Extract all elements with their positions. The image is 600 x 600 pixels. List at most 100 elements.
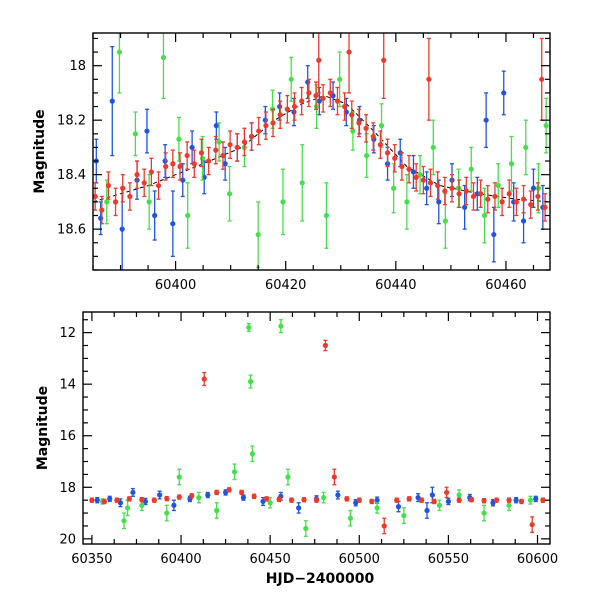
- bottom-green-point-11: [249, 445, 255, 463]
- bottom-y-tick-label: 14: [59, 378, 76, 393]
- bottom-x-tick-label: 60400: [160, 552, 201, 567]
- top-red-point-14: [191, 149, 197, 179]
- top-red-point-17: [213, 135, 219, 165]
- top-green-point-11: [255, 201, 261, 268]
- top-red-point-12: [177, 152, 183, 181]
- bottom-blue-point-8: [205, 491, 211, 499]
- top-red-point-44: [406, 154, 412, 184]
- bottom-red-point-20: [331, 468, 337, 486]
- top-blue-point-5: [144, 108, 150, 154]
- bottom-red-point-26: [406, 496, 412, 502]
- top-green-point-14: [288, 56, 294, 102]
- bottom-red-point-5: [151, 497, 157, 503]
- bottom-y-axis-label: Magnitude: [35, 386, 51, 470]
- bottom-green-point-14: [285, 468, 291, 486]
- top-blue-point-27: [410, 154, 417, 189]
- bottom-red-point-19: [322, 339, 329, 352]
- top-series-blue: [93, 45, 546, 270]
- top-red-point-58: [506, 179, 512, 208]
- top-x-tick-label: 60440: [375, 278, 416, 293]
- top-green-point-15: [299, 144, 305, 222]
- top-red-point-41: [384, 138, 391, 168]
- top-red-point-57: [499, 187, 505, 217]
- bottom-green-point-18: [374, 502, 380, 514]
- top-red-point-11: [170, 149, 176, 179]
- top-blue-point-10: [189, 130, 195, 165]
- top-green-point-18: [337, 51, 343, 108]
- bottom-red-point-30: [456, 497, 462, 503]
- top-green-point-30: [495, 163, 501, 208]
- top-red-point-15: [198, 138, 205, 168]
- top-green-point-9: [226, 165, 233, 222]
- top-red-point-66: [381, 33, 387, 100]
- bottom-x-tick-label: 60600: [517, 552, 558, 567]
- top-green-point-1: [116, 33, 123, 94]
- top-series-green: [104, 33, 549, 268]
- bottom-red-point-4: [139, 496, 145, 503]
- bottom-green-point-5: [176, 468, 182, 486]
- bottom-red-point-23: [369, 498, 375, 505]
- bottom-green-point-17: [347, 509, 353, 527]
- bottom-green-point-16: [321, 491, 327, 504]
- top-red-point-53: [470, 182, 477, 211]
- top-blue-point-13: [222, 146, 228, 181]
- top-red-point-59: [513, 187, 520, 217]
- top-green-point-24: [417, 154, 423, 195]
- bottom-green-point-13: [278, 319, 284, 334]
- bottom-green-point-12: [267, 496, 273, 509]
- bottom-green-point-1: [121, 512, 127, 530]
- top-x-tick-label: 60420: [265, 278, 306, 293]
- bottom-y-tick-label: 16: [59, 429, 76, 444]
- top-y-tick-label: 18.6: [57, 223, 86, 238]
- bottom-green-point-19: [401, 507, 407, 525]
- bottom-panel: 60350 60400 60450 60500 60550 60600 12 14 16 18 20…: [35, 311, 558, 587]
- bottom-green-point-24: [527, 495, 533, 505]
- top-x-tick-label: 60400: [155, 278, 196, 293]
- bottom-green-point-6: [196, 491, 202, 504]
- top-red-point-16: [206, 146, 212, 176]
- bottom-red-point-21: [344, 496, 350, 502]
- top-green-point-28: [468, 146, 474, 192]
- top-red-point-3: [112, 187, 119, 217]
- top-blue-point-34: [491, 206, 497, 263]
- bottom-blue-point-1: [107, 495, 113, 503]
- top-green-point-25: [430, 119, 436, 176]
- bottom-blue-point-26: [533, 495, 539, 503]
- bottom-red-point-6: [164, 495, 170, 502]
- bottom-x-axis-label: HJD−2400000: [266, 571, 375, 587]
- top-red-point-42: [392, 144, 398, 173]
- bottom-red-point-7: [176, 494, 182, 500]
- top-red-point-19: [227, 130, 233, 159]
- top-red-point-6: [134, 160, 140, 189]
- top-red-point-36: [349, 100, 355, 129]
- top-red-point-62: [535, 182, 541, 211]
- top-green-point-22: [391, 163, 397, 214]
- top-x-tick-label: 60460: [485, 278, 526, 293]
- bottom-red-point-13: [251, 493, 257, 500]
- top-red-point-54: [478, 179, 484, 208]
- top-red-point-7: [141, 168, 147, 198]
- bottom-x-tick-label: 60500: [339, 552, 380, 567]
- bottom-blue-point-22: [445, 497, 452, 506]
- bottom-red-point-18: [313, 497, 320, 503]
- bottom-blue-point-24: [490, 499, 496, 507]
- top-red-point-32: [320, 84, 326, 113]
- bottom-red-point-24: [381, 517, 387, 535]
- top-red-point-68: [539, 37, 545, 121]
- bottom-panel-frame: [82, 311, 551, 545]
- top-red-point-48: [435, 171, 441, 200]
- bottom-red-point-37: [540, 497, 546, 503]
- top-green-point-32: [523, 119, 529, 176]
- top-y-tick-label: 18.4: [57, 168, 86, 183]
- top-blue-point-9: [180, 163, 186, 198]
- top-red-point-25: [270, 108, 276, 138]
- bottom-blue-point-25: [513, 496, 519, 504]
- top-red-point-37: [356, 108, 362, 138]
- bottom-red-point-12: [239, 489, 245, 496]
- bottom-green-point-9: [246, 322, 252, 332]
- bottom-x-tick-label: 60450: [249, 552, 290, 567]
- top-red-point-35: [342, 92, 348, 121]
- bottom-red-point-14: [263, 496, 270, 502]
- top-red-point-33: [327, 78, 333, 108]
- top-red-point-20: [234, 133, 240, 162]
